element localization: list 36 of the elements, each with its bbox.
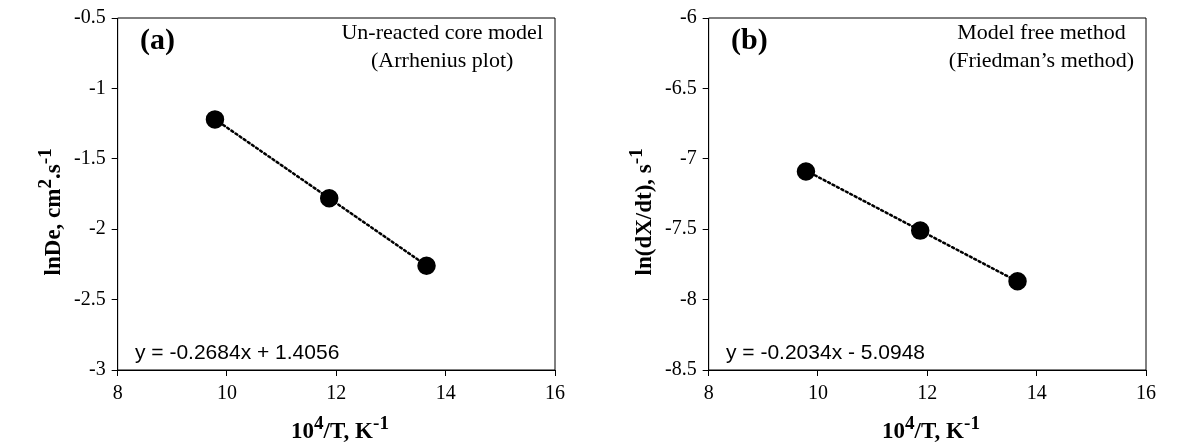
point xyxy=(417,256,436,276)
y-tick-label: -7.5 xyxy=(664,216,697,239)
point xyxy=(319,188,339,208)
x-tick-label: 10 xyxy=(808,381,828,404)
chart-title: (a) xyxy=(140,22,175,56)
point xyxy=(796,162,816,181)
point xyxy=(1008,272,1027,291)
x-axis-title: 10$^{4}$/T, K$^{-1}$ xyxy=(290,412,390,444)
y-tick-label: -7 xyxy=(679,146,697,169)
y-tick-label: -8.5 xyxy=(664,357,697,380)
y-tick-label: -1.5 xyxy=(73,146,106,169)
annotation: y = -0.2684x + 1.4056 xyxy=(135,340,340,364)
point xyxy=(910,221,930,240)
x-tick-label: 16 xyxy=(1136,381,1156,404)
y-tick-label: -0.5 xyxy=(73,5,106,28)
y-tick-label: -6.5 xyxy=(664,75,697,98)
text: Un-reacted core model (Arrhenius plot) xyxy=(341,18,543,74)
x-tick-label: 10 xyxy=(217,381,237,404)
y-tick-label: -8 xyxy=(679,286,697,309)
y-tick-label: -2.5 xyxy=(73,286,106,309)
y-tick-label: -1 xyxy=(88,75,106,98)
text: Model free method (Friedman’s method) xyxy=(948,18,1134,74)
y-tick-label: -6 xyxy=(679,5,697,28)
y-tick-label: -2 xyxy=(88,216,106,239)
x-tick-label: 12 xyxy=(326,381,347,404)
x-tick-label: 12 xyxy=(917,381,938,404)
x-tick-label: 8 xyxy=(703,381,714,404)
x-axis-title: 10$^{4}$/T, K$^{-1}$ xyxy=(881,412,981,444)
chart-title: (b) xyxy=(731,22,768,56)
x-tick-label: 14 xyxy=(1026,381,1047,404)
x-tick-label: 16 xyxy=(545,381,565,404)
x-tick-label: 14 xyxy=(435,381,456,404)
y-tick-label: -3 xyxy=(88,357,106,380)
point xyxy=(205,110,225,129)
x-tick-label: 8 xyxy=(112,381,123,404)
annotation: y = -0.2034x - 5.0948 xyxy=(726,340,926,364)
